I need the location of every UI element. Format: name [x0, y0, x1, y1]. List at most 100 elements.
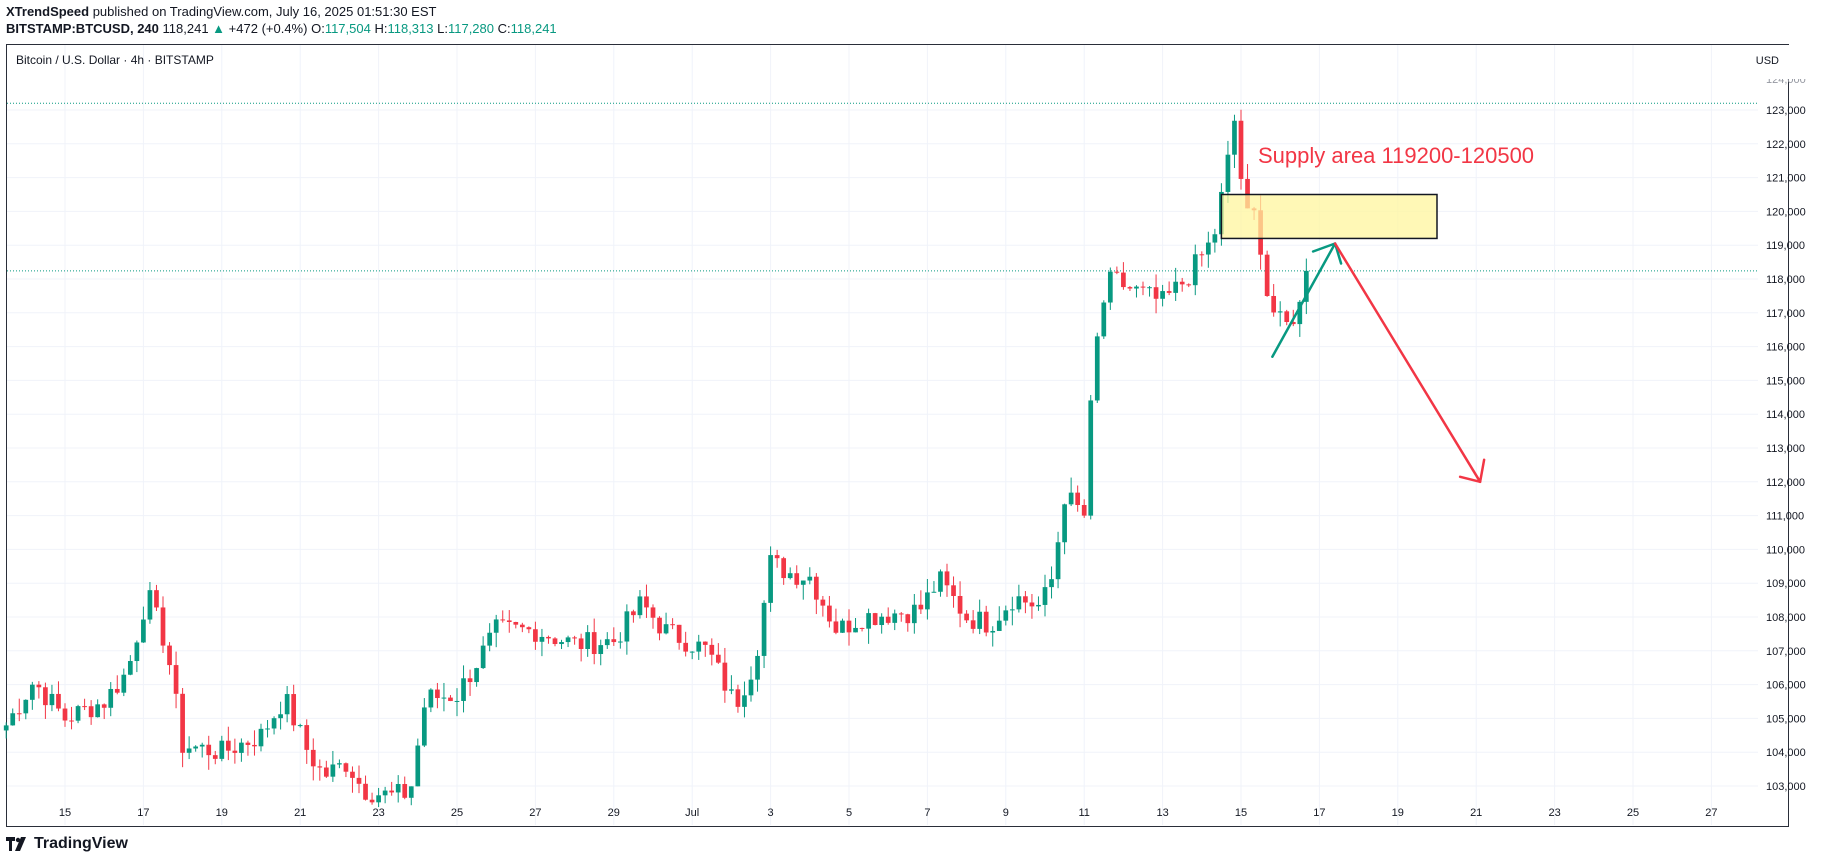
candle-body [239, 742, 244, 753]
candle-body [389, 790, 395, 793]
candle-up [382, 786, 388, 804]
candle-body [395, 784, 401, 793]
x-tick-label: 15 [1235, 807, 1247, 819]
candle-down [343, 762, 349, 778]
candle-up [395, 775, 401, 803]
candle-down [1081, 499, 1087, 518]
candle-body [715, 654, 721, 663]
candle-up [49, 684, 55, 712]
candle-up [637, 590, 643, 619]
candle-up [474, 667, 479, 687]
candle-down [467, 669, 473, 696]
candle-down [1199, 251, 1205, 267]
candle-down [859, 627, 865, 632]
candle-up [604, 632, 610, 649]
x-tick-label: 3 [768, 807, 774, 819]
candle-down [389, 781, 395, 796]
candle-body [670, 624, 675, 626]
candle-up [29, 681, 35, 710]
candle-body [10, 713, 16, 726]
candle-body [343, 763, 349, 772]
candle-up [729, 675, 734, 695]
candle-body [787, 573, 793, 579]
candle-body [382, 790, 388, 796]
red-arrowhead-icon [1458, 458, 1486, 484]
candle-body [376, 795, 381, 803]
candle-up [866, 608, 871, 644]
x-tick-label: 25 [1627, 807, 1639, 819]
candle-up [1277, 301, 1283, 327]
x-tick-label: 25 [451, 807, 463, 819]
candle-down [1023, 591, 1028, 614]
supply-zone-box [1220, 193, 1438, 240]
candle-body [879, 616, 885, 626]
candle-down [735, 684, 741, 713]
y-tick-label: 108,000 [1766, 612, 1806, 624]
candle-up [1009, 596, 1015, 626]
close-label: C: [497, 21, 511, 36]
candle-down [572, 635, 577, 645]
candle-down [683, 631, 689, 657]
candle-body [898, 613, 904, 615]
candle-body [572, 637, 577, 639]
x-tick-label: 21 [1470, 807, 1482, 819]
candle-body [617, 641, 623, 643]
candle-body [885, 616, 891, 623]
candle-up [199, 742, 205, 758]
candle-down [833, 608, 839, 635]
candle-body [846, 620, 852, 633]
candle-body [258, 728, 264, 747]
x-tick-label: 9 [1003, 807, 1009, 819]
candle-up [1134, 285, 1139, 298]
tradingview-footer[interactable]: TradingView [6, 835, 128, 853]
publish-line: XTrendSpeed published on TradingView.com… [6, 4, 436, 19]
candle-down [591, 618, 597, 665]
candle-body [853, 627, 858, 633]
candle-body [284, 694, 290, 715]
publisher-name[interactable]: XTrendSpeed [6, 4, 90, 19]
candle-up [278, 701, 283, 730]
supply-area-label: Supply area 119200-120500 [1258, 143, 1534, 168]
candle-down [944, 563, 950, 597]
candle-body [212, 755, 218, 759]
candle-body [69, 720, 74, 722]
candle-up [931, 581, 937, 593]
x-tick-label: 5 [846, 807, 852, 819]
candle-down [1271, 284, 1277, 317]
candle-down [546, 635, 551, 644]
candle-down [88, 700, 94, 725]
candle-body [186, 748, 192, 753]
candle-body [428, 689, 434, 708]
candle-body [88, 706, 94, 718]
candle-body [317, 766, 323, 768]
candle-body [467, 678, 473, 683]
candle-body [918, 604, 924, 610]
candle-body [1062, 504, 1067, 543]
candle-up [408, 786, 414, 806]
candle-body [199, 744, 205, 747]
candle-down [304, 719, 310, 764]
candle-body [1212, 234, 1218, 243]
candle-body [1088, 400, 1094, 516]
candle-down [154, 584, 159, 611]
y-tick-label: 109,000 [1766, 578, 1806, 590]
candle-up [127, 655, 133, 676]
candle-up [330, 750, 336, 782]
candle-body [219, 740, 225, 759]
candle-up [996, 606, 1002, 631]
y-tick-label: 113,000 [1766, 443, 1805, 455]
candle-up [977, 599, 983, 635]
low-label: L: [437, 21, 448, 36]
candle-body [1094, 336, 1100, 401]
candle-up [559, 639, 564, 650]
candle-up [617, 632, 623, 649]
candle-down [506, 610, 512, 633]
candle-up [441, 682, 447, 712]
candle-body [977, 611, 983, 629]
candle-body [631, 611, 636, 616]
currency-label[interactable]: USD [1755, 55, 1779, 67]
candle-body [990, 630, 996, 633]
candle-up [219, 735, 225, 762]
candle-up [271, 716, 277, 735]
